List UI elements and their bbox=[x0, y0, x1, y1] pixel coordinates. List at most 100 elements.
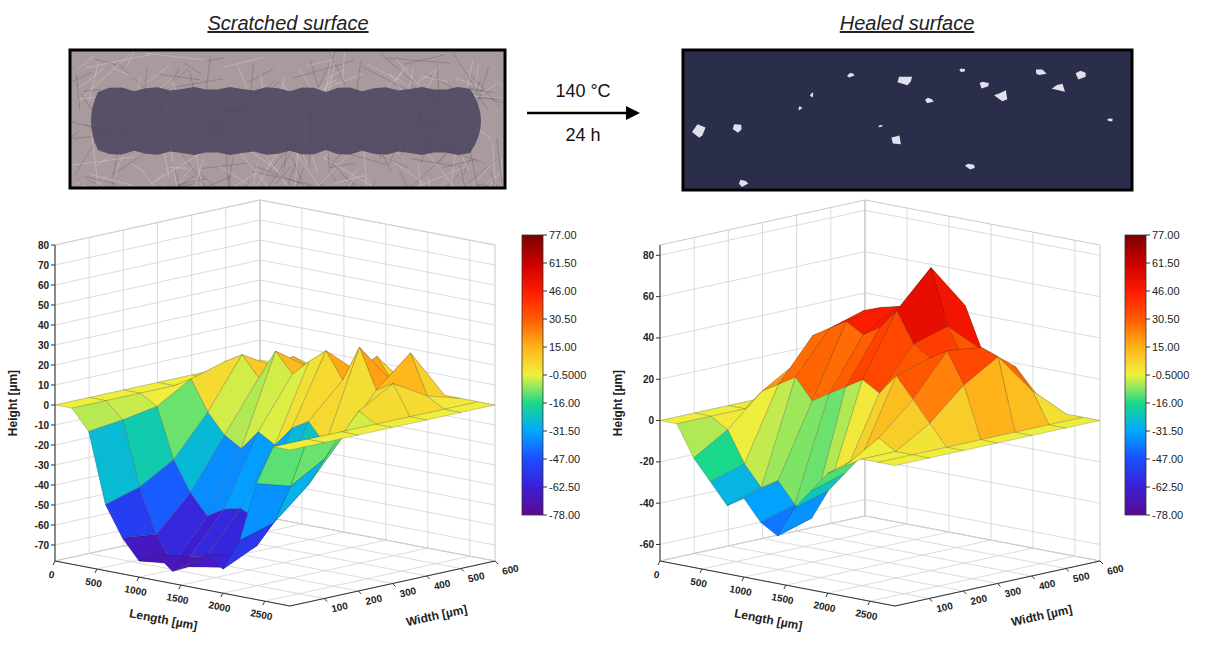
texture-line bbox=[223, 58, 263, 68]
texture-line bbox=[497, 138, 502, 182]
tick-label: 40 bbox=[38, 320, 50, 331]
tick-mark bbox=[1032, 576, 1035, 579]
axis-line bbox=[660, 245, 661, 561]
image-ground bbox=[70, 50, 505, 188]
arrow-head bbox=[626, 106, 640, 120]
tick-label: 2500 bbox=[855, 607, 879, 622]
tick-mark bbox=[393, 584, 396, 587]
speck bbox=[925, 98, 934, 104]
texture-line bbox=[132, 164, 145, 172]
tick-mark bbox=[1146, 431, 1150, 432]
grid-line bbox=[55, 240, 260, 285]
tick-mark bbox=[51, 505, 55, 506]
tick-label: 2500 bbox=[250, 607, 274, 622]
colorbar-label: 46.00 bbox=[549, 285, 577, 297]
texture-line bbox=[293, 61, 354, 78]
tick-label: -10 bbox=[35, 420, 50, 431]
tick-mark bbox=[1146, 291, 1150, 292]
colorbar-label: -0.5000 bbox=[1152, 369, 1189, 381]
colorbar-label: -78.00 bbox=[1152, 509, 1183, 521]
arrow-shaft bbox=[527, 112, 630, 115]
texture-line bbox=[76, 74, 80, 110]
tick-label: 2000 bbox=[208, 599, 232, 614]
tick-label: 60 bbox=[643, 291, 655, 302]
speck bbox=[898, 77, 913, 86]
axis-title: Length [µm] bbox=[128, 606, 198, 633]
surface-cell bbox=[778, 490, 829, 536]
grid-line bbox=[797, 531, 1032, 576]
tick-mark bbox=[543, 459, 547, 460]
texture-line bbox=[148, 163, 196, 188]
colorbar-label: -31.50 bbox=[549, 425, 580, 437]
texture-line bbox=[174, 79, 223, 87]
tick-label: 200 bbox=[364, 593, 383, 607]
texture-line bbox=[207, 58, 224, 61]
speck bbox=[994, 90, 1007, 101]
tick-mark bbox=[495, 561, 498, 564]
tick-mark bbox=[656, 461, 660, 462]
tick-mark bbox=[826, 593, 828, 597]
grid-line bbox=[55, 260, 260, 305]
texture-line bbox=[413, 166, 467, 188]
tick-label: 400 bbox=[1038, 578, 1057, 592]
speck bbox=[692, 124, 706, 138]
speck bbox=[1036, 70, 1047, 75]
tick-mark bbox=[51, 285, 55, 286]
tick-mark bbox=[137, 577, 139, 581]
figure: Scratched surfaceHealed surface140 °C24 … bbox=[0, 0, 1207, 646]
speck bbox=[810, 93, 813, 98]
texture-line bbox=[428, 176, 432, 188]
colorbar-label: -0.5000 bbox=[549, 369, 586, 381]
colorbar-label: 30.50 bbox=[549, 313, 577, 325]
tick-mark bbox=[51, 545, 55, 546]
tick-label: 80 bbox=[38, 240, 50, 251]
tick-label: 100 bbox=[935, 600, 954, 614]
tick-mark bbox=[1146, 515, 1150, 516]
speck bbox=[1052, 84, 1065, 92]
speck bbox=[739, 180, 748, 187]
tick-mark bbox=[656, 503, 660, 504]
texture-line bbox=[447, 152, 456, 188]
tick-mark bbox=[656, 337, 660, 338]
tick-label: 100 bbox=[330, 600, 349, 614]
texture-line bbox=[396, 68, 404, 82]
tick-label: -30 bbox=[35, 460, 50, 471]
tick-mark bbox=[51, 325, 55, 326]
speck bbox=[1076, 71, 1086, 80]
image-ground bbox=[683, 50, 1132, 190]
image-frame bbox=[70, 50, 505, 188]
texture-line bbox=[274, 164, 296, 188]
axis-line bbox=[290, 561, 495, 606]
grid-line bbox=[660, 210, 865, 255]
colorbar-label: 77.00 bbox=[549, 229, 577, 241]
texture-line bbox=[246, 69, 274, 84]
grid-line bbox=[260, 200, 495, 245]
tick-mark bbox=[51, 265, 55, 266]
texture-line bbox=[292, 158, 302, 181]
floor bbox=[660, 516, 1100, 606]
tick-mark bbox=[51, 485, 55, 486]
texture-line bbox=[70, 157, 134, 166]
grid-line bbox=[865, 252, 1100, 297]
texture-line bbox=[399, 170, 417, 188]
tick-mark bbox=[543, 263, 547, 264]
tick-mark bbox=[95, 569, 97, 573]
tick-label: -70 bbox=[35, 540, 50, 551]
texture-line bbox=[196, 153, 204, 188]
grid-line bbox=[89, 238, 90, 554]
texture-line bbox=[305, 59, 334, 66]
tick-label: 1000 bbox=[124, 583, 148, 598]
surface-cell bbox=[878, 455, 929, 466]
color-bar bbox=[522, 235, 543, 515]
texture-line bbox=[327, 157, 349, 180]
texture-line bbox=[490, 172, 502, 188]
texture-line bbox=[88, 180, 102, 187]
surface-cell bbox=[273, 439, 324, 450]
grid-line bbox=[865, 458, 1100, 503]
tick-mark bbox=[656, 379, 660, 380]
back-wall bbox=[865, 200, 1100, 561]
tick-mark bbox=[179, 585, 181, 589]
tick-label: 80 bbox=[643, 250, 655, 261]
tick-mark bbox=[51, 405, 55, 406]
grid-line bbox=[865, 499, 1100, 544]
